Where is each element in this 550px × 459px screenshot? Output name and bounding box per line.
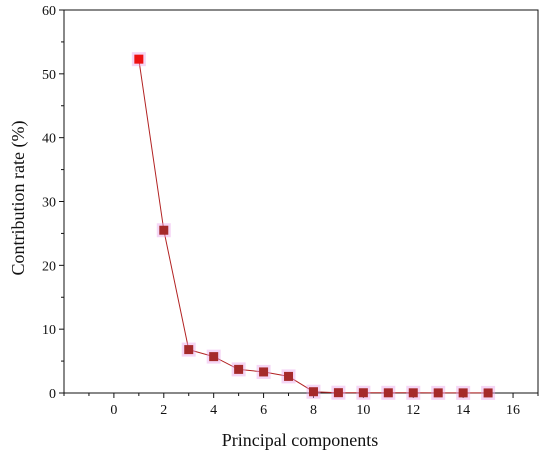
y-tick-label: 0	[49, 387, 56, 402]
x-axis-title: Principal components	[222, 430, 378, 450]
plot-frame	[63, 9, 539, 394]
x-tick-label: 2	[160, 403, 167, 418]
data-point	[483, 388, 493, 398]
data-point	[458, 388, 468, 398]
x-tick-label: 14	[456, 403, 470, 418]
x-tick-label: 12	[406, 403, 420, 418]
data-point	[209, 352, 219, 362]
data-point	[284, 371, 294, 381]
data-point	[159, 225, 169, 235]
y-tick-label: 60	[42, 4, 56, 19]
x-tick-label: 10	[356, 403, 370, 418]
data-point	[134, 54, 144, 64]
data-point	[408, 388, 418, 398]
x-tick-label: 16	[506, 403, 520, 418]
y-tick-label: 30	[42, 196, 56, 211]
x-tick-label: 8	[310, 403, 317, 418]
plot-area	[63, 9, 539, 394]
x-tick-label: 4	[210, 403, 217, 418]
data-point	[433, 388, 443, 398]
y-axis-title: Contribution rate (%)	[8, 121, 29, 276]
data-point	[184, 345, 194, 355]
y-axis: 0 10 20 30 40 50 60	[42, 4, 64, 402]
data-point	[358, 388, 368, 398]
y-tick-label: 40	[42, 132, 56, 147]
x-tick-label: 0	[110, 403, 117, 418]
data-point	[308, 387, 318, 397]
x-tick-label: 6	[260, 403, 267, 418]
data-point	[333, 388, 343, 398]
data-point	[383, 388, 393, 398]
y-tick-label: 20	[42, 259, 56, 274]
y-tick-label: 50	[42, 68, 56, 83]
y-tick-label: 10	[42, 323, 56, 338]
marker-layer	[131, 52, 496, 400]
data-point	[259, 367, 269, 377]
data-point	[234, 364, 244, 374]
